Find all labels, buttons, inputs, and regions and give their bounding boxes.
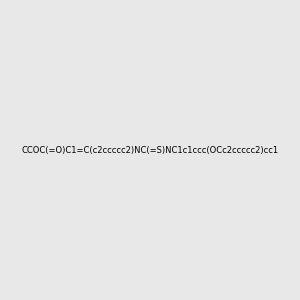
- Text: CCOC(=O)C1=C(c2ccccc2)NC(=S)NC1c1ccc(OCc2ccccc2)cc1: CCOC(=O)C1=C(c2ccccc2)NC(=S)NC1c1ccc(OCc…: [21, 146, 279, 154]
